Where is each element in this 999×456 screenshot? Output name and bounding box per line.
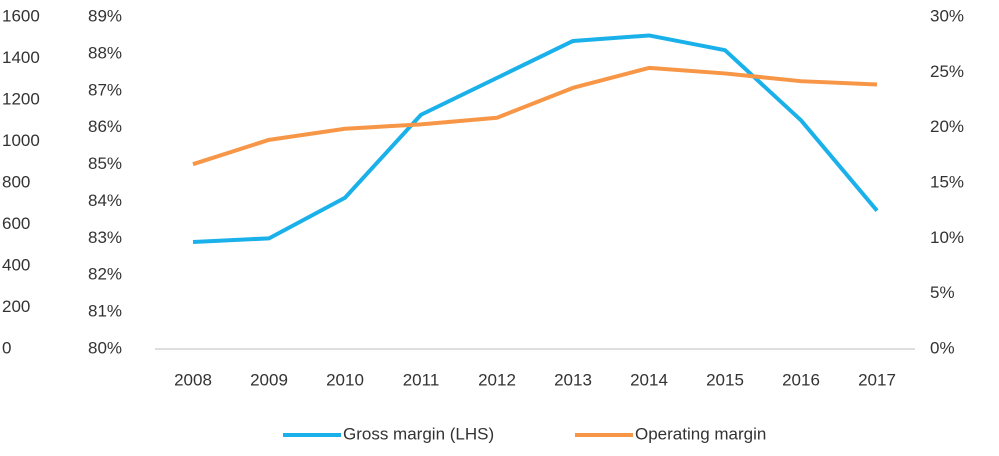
x-tick-label: 2017 (858, 370, 896, 389)
x-tick-label: 2008 (174, 370, 212, 389)
y2-tick-label: 30% (930, 6, 964, 25)
y3-tick-label: 1000 (2, 131, 40, 150)
legend-label: Operating margin (635, 424, 766, 443)
series-line (192, 33, 879, 245)
y-tick-label: 83% (88, 228, 122, 247)
x-tick-label: 2012 (478, 370, 516, 389)
x-tick-label: 2014 (630, 370, 668, 389)
x-tick-label: 2016 (782, 370, 820, 389)
y2-tick-label: 15% (930, 172, 964, 191)
y3-tick-label: 1400 (2, 48, 40, 67)
x-tick-label: 2010 (326, 370, 364, 389)
x-tick-label: 2011 (403, 370, 440, 389)
y2-tick-label: 5% (930, 283, 955, 302)
y-tick-label: 89% (88, 6, 122, 25)
y2-tick-label: 25% (930, 62, 964, 81)
y-tick-label: 84% (88, 191, 122, 210)
x-tick-label: 2013 (554, 370, 592, 389)
y-tick-label: 87% (88, 80, 122, 99)
y-tick-label: 88% (88, 43, 122, 62)
y-tick-label: 81% (88, 302, 122, 321)
y2-tick-label: 10% (930, 228, 964, 247)
y-tick-label: 80% (88, 338, 122, 357)
y-tick-label: 86% (88, 117, 122, 136)
y2-tick-label: 0% (930, 338, 955, 357)
x-tick-label: 2015 (706, 370, 744, 389)
y3-tick-label: 400 (2, 255, 30, 274)
y-tick-label: 85% (88, 154, 122, 173)
y3-tick-label: 600 (2, 214, 30, 233)
legend-label: Gross margin (LHS) (343, 424, 494, 443)
y3-tick-label: 0 (2, 338, 11, 357)
y3-tick-label: 1200 (2, 89, 40, 108)
y-tick-label: 82% (88, 265, 122, 284)
y3-tick-label: 1600 (2, 6, 40, 25)
x-tick-label: 2009 (250, 370, 288, 389)
series-line (192, 65, 878, 167)
y2-tick-label: 20% (930, 117, 964, 136)
y3-tick-label: 200 (2, 297, 30, 316)
y3-tick-label: 800 (2, 172, 30, 191)
